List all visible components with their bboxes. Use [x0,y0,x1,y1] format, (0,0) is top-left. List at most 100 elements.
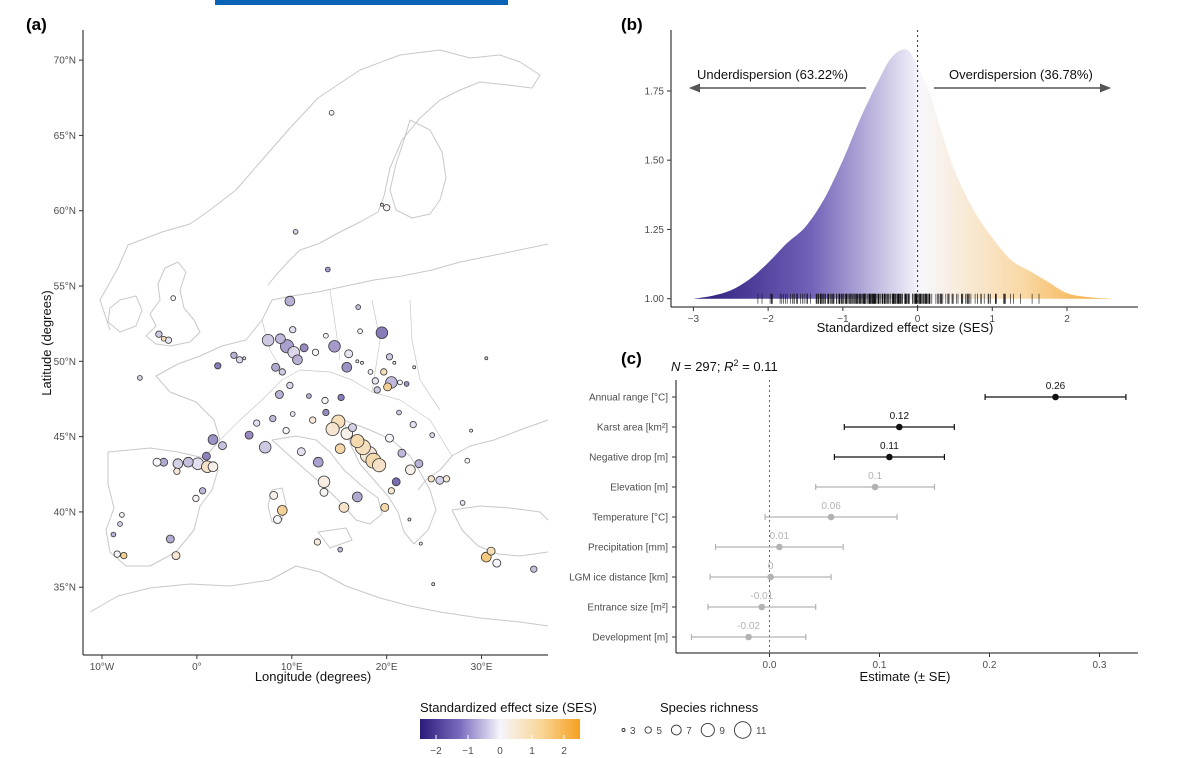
richness-key-4 [733,721,752,739]
map-point-27 [360,360,364,365]
map-point-90 [207,461,219,473]
map-point-95 [173,467,181,475]
map-point-75 [273,515,282,524]
map-point-7 [155,330,163,338]
map-point-121 [230,351,238,359]
map-point-21 [311,348,320,356]
map-point-76 [269,490,279,500]
estimate-label-5: 0.01 [770,531,790,542]
density-y-tick-label-0: 1.00 [645,294,665,305]
map-point-28 [367,369,374,375]
sardinia-outline [267,487,287,523]
coefficient-rows: Annual range [°C] 0.26 Karst area [km²] 0.1… [569,381,1127,644]
richness-key-2 [670,724,682,736]
map-point-13 [261,334,275,347]
richness-key-3 [700,722,715,738]
map-point-30 [385,353,394,361]
coefficient-x-tick-label-3: 0.3 [1093,660,1107,671]
map-point-105 [418,541,423,546]
map-point-113 [464,457,471,464]
map-point-119 [309,416,317,424]
scandinavia-outline [99,49,541,331]
predictor-label-5: Precipitation [mm] [588,543,668,554]
map-point-94 [152,457,162,467]
map-x-tick-label-2: 10°E [281,662,303,673]
map-point-60 [427,475,435,483]
iberia-outline [105,447,219,567]
map-point-81 [253,419,261,427]
map-point-72 [296,447,306,457]
map-point-80 [244,430,254,440]
richness-key-label-2: 7 [686,726,692,737]
map-point-91 [183,456,194,468]
map-point-41 [286,381,294,389]
panel-label-c: (c) [621,349,642,368]
map-point-64 [429,432,436,438]
predictor-label-3: Elevation [m] [610,483,668,494]
map-point-120 [355,304,362,310]
north-africa-outline [89,565,549,627]
map-points [110,110,538,587]
model-n-label: N [671,359,681,374]
map-point-2 [379,202,384,207]
density-x-tick-label-1: −2 [762,314,774,325]
panel-label-b: (b) [621,15,643,34]
map-point-53 [372,458,387,473]
density-y-tick-label-2: 1.50 [645,156,665,167]
map-point-29 [355,359,360,364]
predictor-label-7: Entrance size [m²] [587,603,668,614]
model-stats-title: N = 297; R2 = 0.11 [671,358,778,374]
map-point-6 [170,295,177,301]
finland-outline [389,119,447,219]
map-point-63 [409,420,417,429]
sicily-outline [317,527,353,549]
map-point-11 [214,362,222,370]
map-point-40 [274,390,284,399]
map-point-1 [383,204,391,212]
richness-key-label-3: 9 [719,726,725,737]
map-point-38 [323,332,329,339]
map-point-35 [373,386,381,394]
map-point-5 [284,295,296,307]
map-point-84 [289,411,296,417]
map-point-32 [380,368,388,376]
ses-legend-title: Standardized effect size (SES) [420,700,597,715]
map-point-69 [338,502,350,513]
richness-key-0 [621,728,626,732]
map-point-24 [375,326,389,339]
map-point-102 [120,551,128,560]
predictor-label-2: Negative drop [m] [589,453,668,464]
model-r-value: = 0.11 [739,359,778,374]
richness-key-label-0: 3 [630,726,636,737]
estimate-label-6: 0 [768,561,774,572]
ireland-outline [107,295,143,333]
map-point-98 [165,534,175,544]
estimate-point-3 [871,483,879,491]
map-point-23 [357,328,363,335]
map-point-39 [289,326,297,334]
map-point-118 [396,409,402,416]
map-x-tick-label-4: 30°E [471,662,493,673]
map-point-92 [172,458,184,470]
coefficient-panel: N = 297; R2 = 0.11 0.0 0.1 0.2 0.3 Annual r… [569,358,1138,684]
density-x-axis-title: Standardized effect size (SES) [817,320,994,335]
anatolia-outline [451,505,549,557]
map-point-26 [341,361,353,373]
map-point-3 [292,229,299,235]
map-point-57 [397,448,407,458]
density-x-tick-label-2: −1 [837,314,849,325]
ses-legend-tick-label-4: 2 [561,746,567,757]
map-point-112 [459,500,466,506]
map-point-65 [391,477,401,487]
estimate-label-1: 0.12 [890,411,910,422]
map-point-14 [275,333,286,345]
estimate-point-4 [827,513,835,521]
estimate-point-6 [767,573,774,581]
predictor-label-4: Temperature [°C] [592,513,668,524]
map-x-axis-title: Longitude (degrees) [255,669,371,684]
map-point-47 [325,422,340,437]
model-r-label: R [724,359,733,374]
map-point-100 [117,521,123,527]
map-point-111 [530,565,538,573]
